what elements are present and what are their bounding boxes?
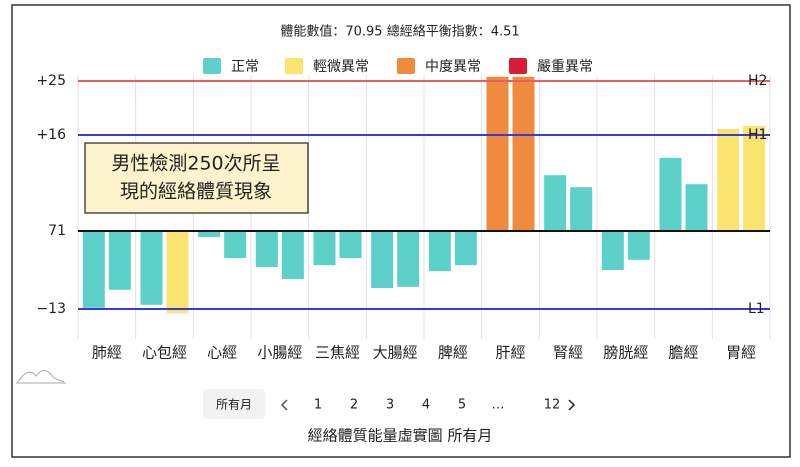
bar bbox=[255, 231, 278, 267]
x-tick-label: 胃經 bbox=[726, 344, 756, 362]
bar bbox=[198, 231, 221, 237]
y-tick-label: 71 bbox=[48, 223, 66, 239]
x-tick-label: 小腸經 bbox=[257, 344, 302, 362]
x-tick-label: 心經 bbox=[207, 344, 237, 362]
reference-label: L1 bbox=[748, 301, 765, 317]
page-number[interactable]: 2 bbox=[350, 398, 358, 413]
x-tick-label: 肺經 bbox=[92, 344, 122, 362]
annotation-text: 現的經絡體質現象 bbox=[120, 181, 272, 203]
page-number[interactable]: 5 bbox=[458, 398, 466, 413]
bar bbox=[685, 184, 708, 231]
page-number[interactable]: 12 bbox=[544, 398, 561, 413]
page-all[interactable] bbox=[203, 389, 265, 419]
legend-swatch bbox=[203, 58, 221, 74]
x-tick-label: 脾經 bbox=[438, 344, 468, 362]
bar bbox=[570, 187, 593, 231]
page-number[interactable]: 3 bbox=[386, 398, 394, 413]
legend-swatch bbox=[509, 58, 527, 74]
legend-label: 正常 bbox=[231, 59, 259, 75]
bar bbox=[659, 157, 682, 231]
y-tick-label: +25 bbox=[36, 73, 66, 89]
page-number[interactable]: 1 bbox=[314, 398, 322, 413]
page-prev[interactable] bbox=[280, 399, 288, 411]
y-tick-label: +16 bbox=[36, 127, 66, 143]
bar bbox=[166, 231, 189, 314]
bar bbox=[544, 175, 567, 231]
legend-label: 嚴重異常 bbox=[537, 59, 593, 75]
bar bbox=[82, 231, 105, 308]
bar bbox=[601, 231, 624, 270]
annotation-box bbox=[84, 142, 309, 214]
bar bbox=[743, 126, 766, 231]
x-tick-label: 心包經 bbox=[142, 344, 187, 362]
bar bbox=[512, 76, 535, 231]
logo bbox=[16, 370, 66, 384]
x-tick-label: 大腸經 bbox=[373, 344, 418, 362]
x-tick-label: 三焦經 bbox=[315, 344, 360, 362]
legend-label: 輕微異常 bbox=[313, 59, 369, 75]
bar bbox=[108, 231, 131, 290]
bar bbox=[486, 76, 509, 231]
page-next[interactable] bbox=[568, 399, 576, 411]
reference-label: H2 bbox=[748, 73, 767, 89]
x-tick-label: 腎經 bbox=[553, 344, 583, 362]
subtitle: 體能數值：70.95 總經絡平衡指數：4.51 bbox=[280, 24, 519, 40]
caption: 經絡體質能量虛實圖 所有月 bbox=[308, 427, 493, 445]
reference-label: H1 bbox=[748, 127, 767, 143]
bar bbox=[627, 231, 650, 260]
bar bbox=[281, 231, 304, 279]
page-number[interactable]: 4 bbox=[422, 398, 430, 413]
bar bbox=[140, 231, 163, 305]
x-tick-label: 膽經 bbox=[668, 344, 698, 362]
bar bbox=[454, 231, 477, 266]
bar bbox=[313, 231, 336, 266]
bar bbox=[371, 231, 394, 288]
annotation-text: 男性檢測250次所呈 bbox=[111, 153, 280, 175]
page-number[interactable]: … bbox=[492, 398, 505, 413]
bar bbox=[339, 231, 362, 258]
bar bbox=[224, 231, 247, 258]
legend-label: 中度異常 bbox=[425, 59, 481, 75]
page-all-label[interactable]: 所有月 bbox=[216, 398, 252, 412]
bar bbox=[428, 231, 451, 272]
legend-swatch bbox=[397, 58, 415, 74]
legend-swatch bbox=[285, 58, 303, 74]
x-tick-label: 肝經 bbox=[495, 344, 525, 362]
bar bbox=[717, 129, 740, 231]
y-tick-label: −13 bbox=[36, 301, 66, 317]
bar bbox=[397, 231, 420, 287]
x-tick-label: 膀胱經 bbox=[603, 344, 648, 362]
